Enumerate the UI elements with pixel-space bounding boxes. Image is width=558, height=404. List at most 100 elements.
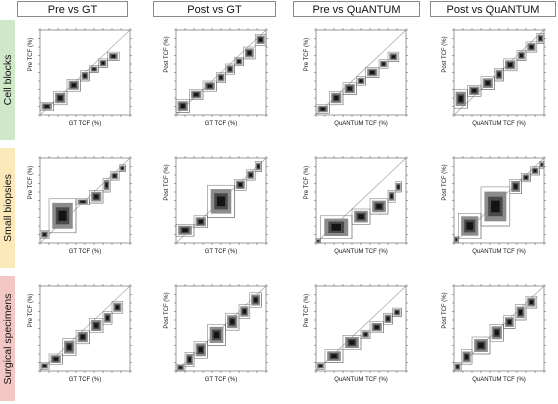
- box-outline: [503, 315, 516, 329]
- box-core: [94, 194, 99, 199]
- box-core: [331, 354, 337, 359]
- box-core: [349, 340, 355, 345]
- box-mark-6: [249, 292, 262, 308]
- box-mark-2: [202, 80, 217, 92]
- box-outline: [89, 65, 99, 73]
- box-outline: [467, 85, 482, 97]
- row-label-cell-blocks: Cell blocks: [0, 20, 15, 140]
- box-mark-0: [175, 224, 195, 237]
- box-mark-4: [503, 58, 518, 72]
- box-outline: [530, 166, 540, 176]
- box-mark-5: [530, 166, 540, 176]
- chart-panel: GT TCF (%) Pre TCF (%): [28, 28, 132, 127]
- box-outline: [509, 179, 522, 194]
- box-core: [485, 81, 490, 86]
- box-mark-6: [539, 161, 545, 169]
- box-core: [67, 344, 72, 350]
- box-outline: [315, 362, 326, 370]
- box-core: [533, 169, 537, 173]
- box-outline: [109, 171, 120, 181]
- x-axis-label: QuANTUM TCF (%): [472, 249, 526, 255]
- box-mark-3: [356, 76, 366, 86]
- box-core: [92, 68, 96, 71]
- box-outline: [207, 324, 226, 346]
- box-mark-0: [315, 238, 321, 244]
- box-mark-6: [118, 164, 126, 172]
- box-core: [230, 319, 235, 325]
- chart-panel: QuANTUM TCF (%) Post TCF (%): [442, 284, 546, 383]
- y-axis-label: Pre TCF (%): [304, 166, 310, 200]
- y-axis-label: Post TCF (%): [442, 292, 448, 328]
- box-core: [44, 105, 49, 108]
- box-mark-2: [342, 82, 357, 95]
- box-core: [520, 53, 523, 58]
- box-core: [249, 173, 253, 177]
- chart-panel: GT TCF (%) Post TCF (%): [164, 284, 268, 383]
- box-mark-1: [467, 85, 482, 97]
- box-outline: [234, 179, 247, 191]
- box-mark-5: [238, 304, 251, 319]
- box-mark-1: [184, 352, 195, 368]
- box-mark-4: [521, 173, 531, 183]
- box-mark-2: [480, 76, 495, 90]
- box-mark-1: [193, 215, 208, 228]
- x-axis-label: GT TCF (%): [205, 249, 237, 255]
- box-outline: [107, 51, 120, 61]
- chart-panel: GT TCF (%) Post TCF (%): [164, 28, 268, 127]
- box-core: [242, 309, 247, 314]
- box-outline: [245, 169, 256, 181]
- box-mark-3: [509, 179, 522, 194]
- box-outline: [175, 363, 186, 372]
- box-mark-5: [109, 171, 120, 181]
- box-mark-6: [243, 46, 256, 60]
- box-core: [334, 95, 339, 101]
- y-axis-label: Post TCF (%): [442, 164, 448, 200]
- column-header-post-vs-gt: Post vs GT: [153, 1, 276, 17]
- box-outline: [453, 89, 468, 109]
- box-outline: [320, 215, 353, 240]
- y-axis-label: Post TCF (%): [164, 292, 170, 328]
- box-mark-2: [480, 186, 511, 227]
- box-core: [456, 365, 459, 369]
- box-core: [198, 347, 203, 353]
- box-core: [43, 233, 46, 236]
- y-axis-label: Post TCF (%): [164, 164, 170, 200]
- box-outline: [62, 338, 77, 356]
- box-mark-4: [89, 65, 99, 73]
- box-outline: [329, 90, 344, 106]
- box-outline: [394, 181, 402, 193]
- box-core: [80, 200, 85, 203]
- box-mark-0: [453, 362, 462, 372]
- box-core: [43, 364, 46, 367]
- box-mark-5: [514, 304, 527, 321]
- box-core: [121, 167, 124, 170]
- box-outline: [351, 208, 371, 225]
- box-core: [182, 228, 188, 233]
- box-outline: [111, 301, 124, 314]
- box-core: [180, 104, 185, 108]
- box-outline: [360, 329, 371, 339]
- box-core: [391, 55, 396, 59]
- box-outline: [489, 324, 504, 342]
- box-outline: [243, 46, 256, 60]
- box-core: [101, 61, 105, 65]
- y-axis-label: Post TCF (%): [442, 36, 448, 72]
- box-outline: [254, 34, 267, 46]
- box-mark-6: [387, 51, 400, 62]
- box-mark-3: [494, 68, 504, 82]
- box-outline: [53, 90, 68, 106]
- row-label-surgical-specimens-text: Surgical specimens: [1, 292, 14, 385]
- y-axis-label: Pre TCF (%): [28, 166, 34, 200]
- box-core: [358, 214, 364, 219]
- x-axis-label: GT TCF (%): [69, 377, 101, 383]
- box-outline: [175, 99, 190, 113]
- box-mark-1: [48, 198, 77, 234]
- box-outline: [516, 50, 527, 61]
- box-core: [497, 72, 501, 77]
- box-mark-5: [394, 181, 402, 193]
- box-outline: [102, 311, 113, 325]
- box-core: [106, 315, 109, 320]
- column-header-pre-vs-quantum: Pre vs QuANTUM: [293, 1, 420, 17]
- box-core: [216, 196, 226, 207]
- box-mark-1: [460, 349, 473, 365]
